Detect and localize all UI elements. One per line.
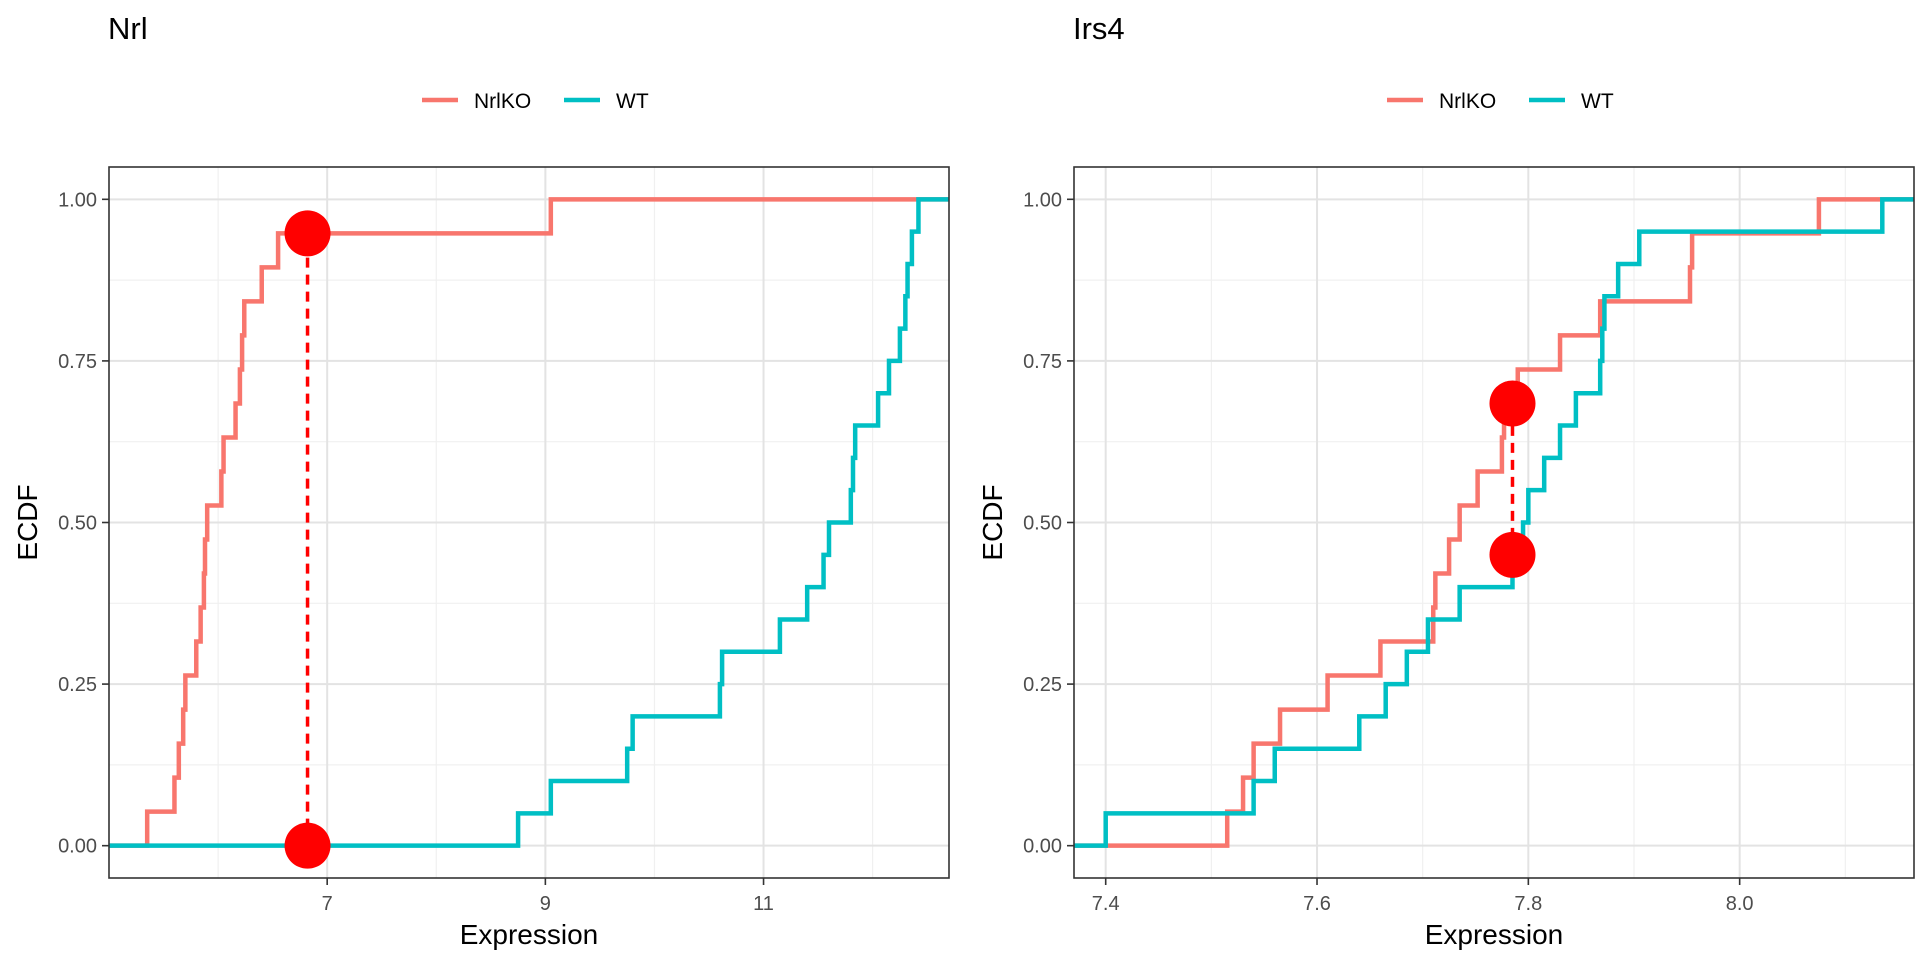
legend-label-nrlko: NrlKO bbox=[474, 90, 531, 113]
x-axis-title: Expression bbox=[1425, 919, 1564, 950]
x-tick-label: 7.4 bbox=[1092, 893, 1120, 915]
y-tick-label: 1.00 bbox=[1023, 189, 1062, 211]
y-tick-label: 0.75 bbox=[1023, 351, 1062, 373]
ecdf-line-wt bbox=[109, 197, 949, 848]
max-distance-point-lower bbox=[284, 822, 331, 869]
legend-label-wt: WT bbox=[1581, 90, 1614, 113]
legend-label-wt: WT bbox=[616, 90, 649, 113]
x-tick-label: 7 bbox=[322, 893, 333, 915]
y-tick-label: 0.50 bbox=[1023, 513, 1062, 535]
max-distance-point-upper bbox=[284, 210, 331, 257]
panel-0 bbox=[102, 97, 950, 885]
y-axis-title: ECDF bbox=[12, 484, 43, 560]
ecdf-line-wt bbox=[1074, 197, 1914, 848]
y-axis-title: ECDF bbox=[977, 484, 1008, 560]
y-tick-label: 0.75 bbox=[58, 351, 97, 373]
x-tick-label: 7.6 bbox=[1303, 893, 1331, 915]
panel-1 bbox=[1067, 97, 1915, 885]
chart-title: Irs4 bbox=[1073, 11, 1125, 46]
chart-title: Nrl bbox=[108, 11, 148, 46]
legend-label-nrlko: NrlKO bbox=[1439, 90, 1496, 113]
ecdf-line-nrlko bbox=[109, 197, 949, 848]
ecdf-line-nrlko bbox=[1074, 197, 1914, 848]
y-tick-label: 0.00 bbox=[58, 836, 97, 858]
y-tick-label: 0.00 bbox=[1023, 836, 1062, 858]
x-tick-label: 9 bbox=[540, 893, 551, 915]
y-tick-label: 0.25 bbox=[1023, 674, 1062, 696]
x-axis-title: Expression bbox=[460, 919, 599, 950]
y-tick-label: 1.00 bbox=[58, 189, 97, 211]
x-tick-label: 7.8 bbox=[1514, 893, 1542, 915]
x-tick-label: 11 bbox=[753, 893, 774, 915]
y-tick-label: 0.50 bbox=[58, 513, 97, 535]
y-tick-label: 0.25 bbox=[58, 674, 97, 696]
max-distance-point-upper bbox=[1489, 380, 1536, 427]
max-distance-point-lower bbox=[1489, 531, 1536, 578]
x-tick-label: 8.0 bbox=[1726, 893, 1754, 915]
